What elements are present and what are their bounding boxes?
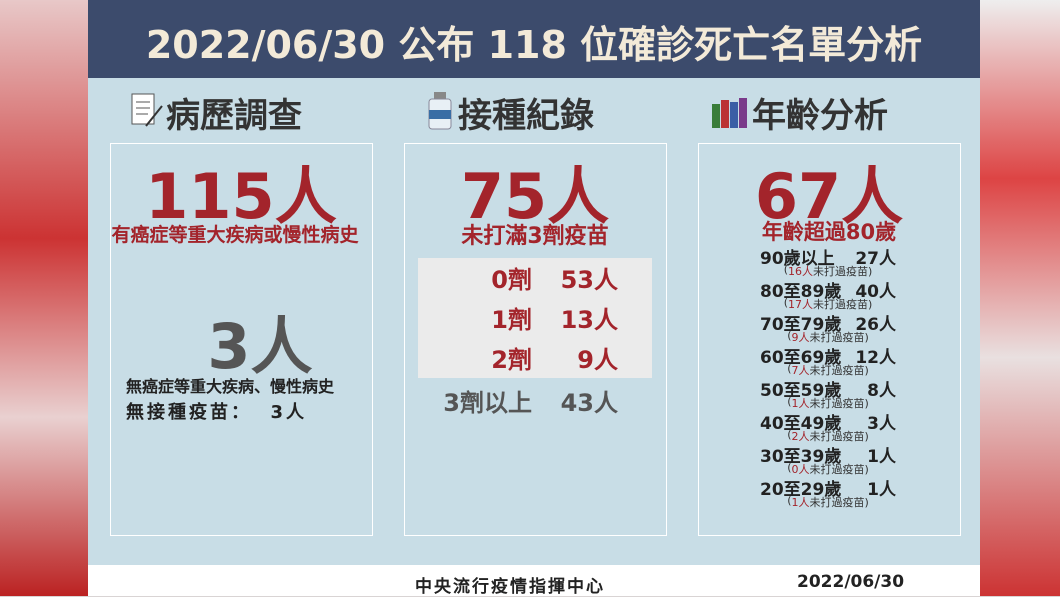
panel	[404, 143, 667, 536]
note-part: 7人	[791, 364, 810, 377]
age-count: 12人	[855, 348, 896, 368]
age-note: (1人 未打過疫苗)	[760, 494, 896, 510]
icon	[428, 92, 452, 130]
caption: 未打滿3劑疫苗	[461, 224, 609, 249]
title-bar	[88, 0, 980, 78]
note-part: 未打過疫苗)	[813, 265, 873, 278]
caption: 有癌症等重大疾病或慢性病史	[111, 224, 359, 246]
heading: 接種紀錄	[458, 96, 594, 136]
age-note: (1人 未打過疫苗)	[760, 395, 896, 411]
note-part: 未打過疫苗)	[809, 463, 869, 476]
note-part: 1人	[791, 397, 810, 410]
note-part: 未打過疫苗)	[809, 397, 869, 410]
dose-count: 13人	[560, 306, 618, 334]
age-count: 40人	[855, 282, 896, 302]
age-count: 27人	[855, 249, 896, 269]
main-count: 67人	[754, 160, 904, 233]
note-part: 16人	[788, 265, 813, 278]
age-note: (7人 未打過疫苗)	[760, 362, 896, 378]
icon	[712, 98, 747, 128]
dose-label: 0劑	[491, 266, 532, 294]
age-count: 26人	[855, 315, 896, 335]
dose-table	[418, 258, 652, 378]
main-count: 115人	[145, 160, 337, 233]
note-part: (	[787, 329, 792, 342]
caption: 無癌症等重大疾病、慢性病史	[126, 377, 335, 396]
note-part: (	[783, 296, 788, 309]
note-part: 1人	[791, 496, 810, 509]
note-part: (	[787, 428, 792, 441]
age-label: 60至69歲	[760, 348, 842, 368]
age-note: (9人 未打過疫苗)	[760, 329, 896, 345]
dose-count: 9人	[577, 346, 618, 374]
dose-count: 43人	[560, 389, 618, 417]
background	[0, 0, 88, 596]
footer	[88, 565, 980, 596]
dose-label: 3劑以上	[443, 389, 532, 417]
dose-label: 2劑	[491, 346, 532, 374]
note-part: (	[787, 461, 792, 474]
dose-count: 53人	[560, 266, 618, 294]
note-part: (	[787, 494, 792, 507]
main-count: 75人	[460, 160, 610, 233]
note-part: 9人	[791, 331, 810, 344]
note-part: (	[787, 395, 792, 408]
source: 中央流行疫情指揮中心	[415, 577, 605, 597]
note: 無接種疫苗： 3人	[126, 402, 308, 423]
note-part: (	[787, 362, 792, 375]
icon	[131, 93, 163, 127]
age-count: 8人	[867, 381, 896, 401]
age-label: 20至29歲	[760, 480, 842, 500]
second-count: 3人	[207, 310, 313, 383]
note-part: 未打過疫苗)	[809, 364, 869, 377]
date: 2022/06/30	[797, 572, 905, 592]
age-label: 70至79歲	[760, 315, 842, 335]
age-label: 30至39歲	[760, 447, 842, 467]
age-note: (0人 未打過疫苗)	[760, 461, 896, 477]
age-note: (2人 未打過疫苗)	[760, 428, 896, 444]
note-part: (	[783, 263, 788, 276]
note-part: 17人	[788, 298, 813, 311]
note-part: 未打過疫苗)	[809, 430, 869, 443]
age-label: 90歲以上	[760, 249, 835, 269]
note-part: 未打過疫苗)	[809, 496, 869, 509]
note-part: 2人	[791, 430, 810, 443]
heading: 年齡分析	[752, 96, 888, 136]
age-label: 50至59歲	[760, 381, 842, 401]
age-note: (16人 未打過疫苗)	[760, 263, 896, 279]
age-count: 1人	[867, 447, 896, 467]
panel	[110, 143, 373, 536]
note-part: 未打過疫苗)	[813, 298, 873, 311]
age-label: 40至49歲	[760, 414, 842, 434]
dose-label: 1劑	[491, 306, 532, 334]
age-label: 80至89歲	[760, 282, 842, 302]
background	[980, 0, 1060, 596]
age-count: 1人	[867, 480, 896, 500]
note-part: 未打過疫苗)	[809, 331, 869, 344]
title: 2022/06/30 公布 118 位確診死亡名單分析	[145, 23, 923, 67]
heading: 病歷調查	[166, 96, 302, 136]
note-part: 0人	[791, 463, 810, 476]
panel	[698, 143, 961, 536]
age-note: (17人 未打過疫苗)	[760, 296, 896, 312]
age-count: 3人	[867, 414, 896, 434]
caption: 年齡超過80歲	[761, 220, 897, 244]
